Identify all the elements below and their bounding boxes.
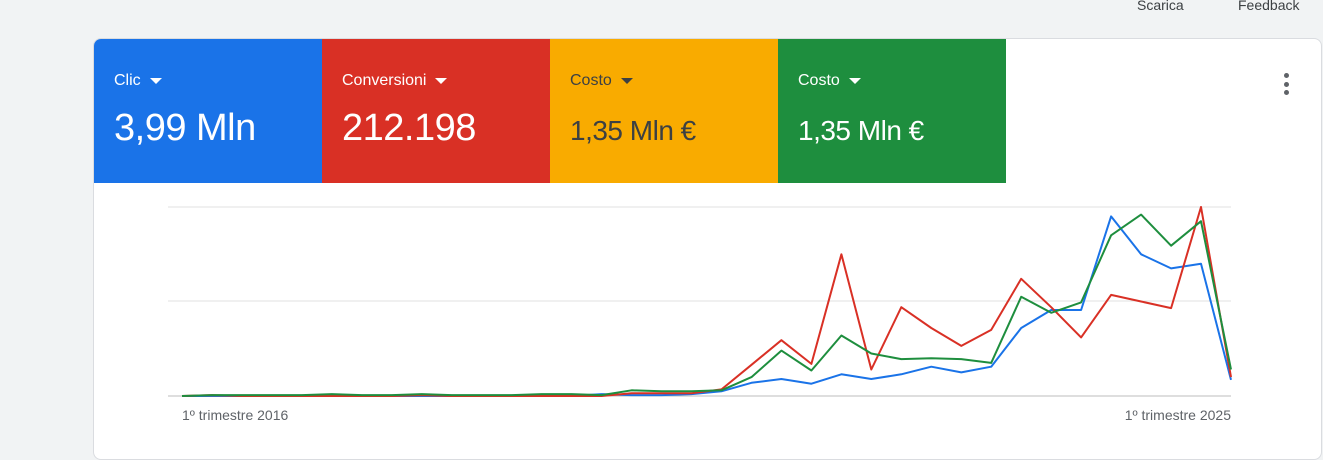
metric-value: 212.198 [342, 107, 476, 149]
feedback-link[interactable]: Feedback [1238, 0, 1300, 13]
line-chart: 1º trimestre 2016 1º trimestre 2025 [168, 206, 1232, 423]
metric-label: Clic [114, 72, 141, 89]
series-line-0 [182, 215, 1232, 397]
metric-tile-cost[interactable]: Costo 1,35 Mln € [550, 39, 778, 183]
metric-tile-clicks[interactable]: Clic 3,99 Mln [94, 39, 322, 183]
series-line-2 [181, 213, 1232, 397]
metric-tiles: Clic 3,99 Mln Conversioni 212.198 Costo … [94, 39, 1006, 183]
performance-card: Clic 3,99 Mln Conversioni 212.198 Costo … [93, 38, 1322, 460]
metric-label: Conversioni [342, 72, 427, 89]
metric-value: 1,35 Mln € [570, 115, 696, 146]
caret-down-icon[interactable] [435, 78, 448, 84]
x-tick-label: 1º trimestre 2025 [1125, 407, 1231, 423]
metric-value: 3,99 Mln [114, 107, 256, 149]
metric-tile-cost-2[interactable]: Costo 1,35 Mln € [778, 39, 1006, 183]
more-vert-icon[interactable] [1283, 73, 1289, 95]
x-tick-label: 1º trimestre 2016 [182, 407, 288, 423]
metric-label: Costo [570, 72, 612, 89]
metric-label: Costo [798, 72, 840, 89]
caret-down-icon[interactable] [848, 78, 861, 84]
metric-value: 1,35 Mln € [798, 115, 924, 146]
caret-down-icon[interactable] [149, 78, 162, 84]
download-link[interactable]: Scarica [1137, 0, 1184, 13]
caret-down-icon[interactable] [620, 78, 633, 84]
series-layer [181, 206, 1232, 397]
metric-tile-conversions[interactable]: Conversioni 212.198 [322, 39, 550, 183]
